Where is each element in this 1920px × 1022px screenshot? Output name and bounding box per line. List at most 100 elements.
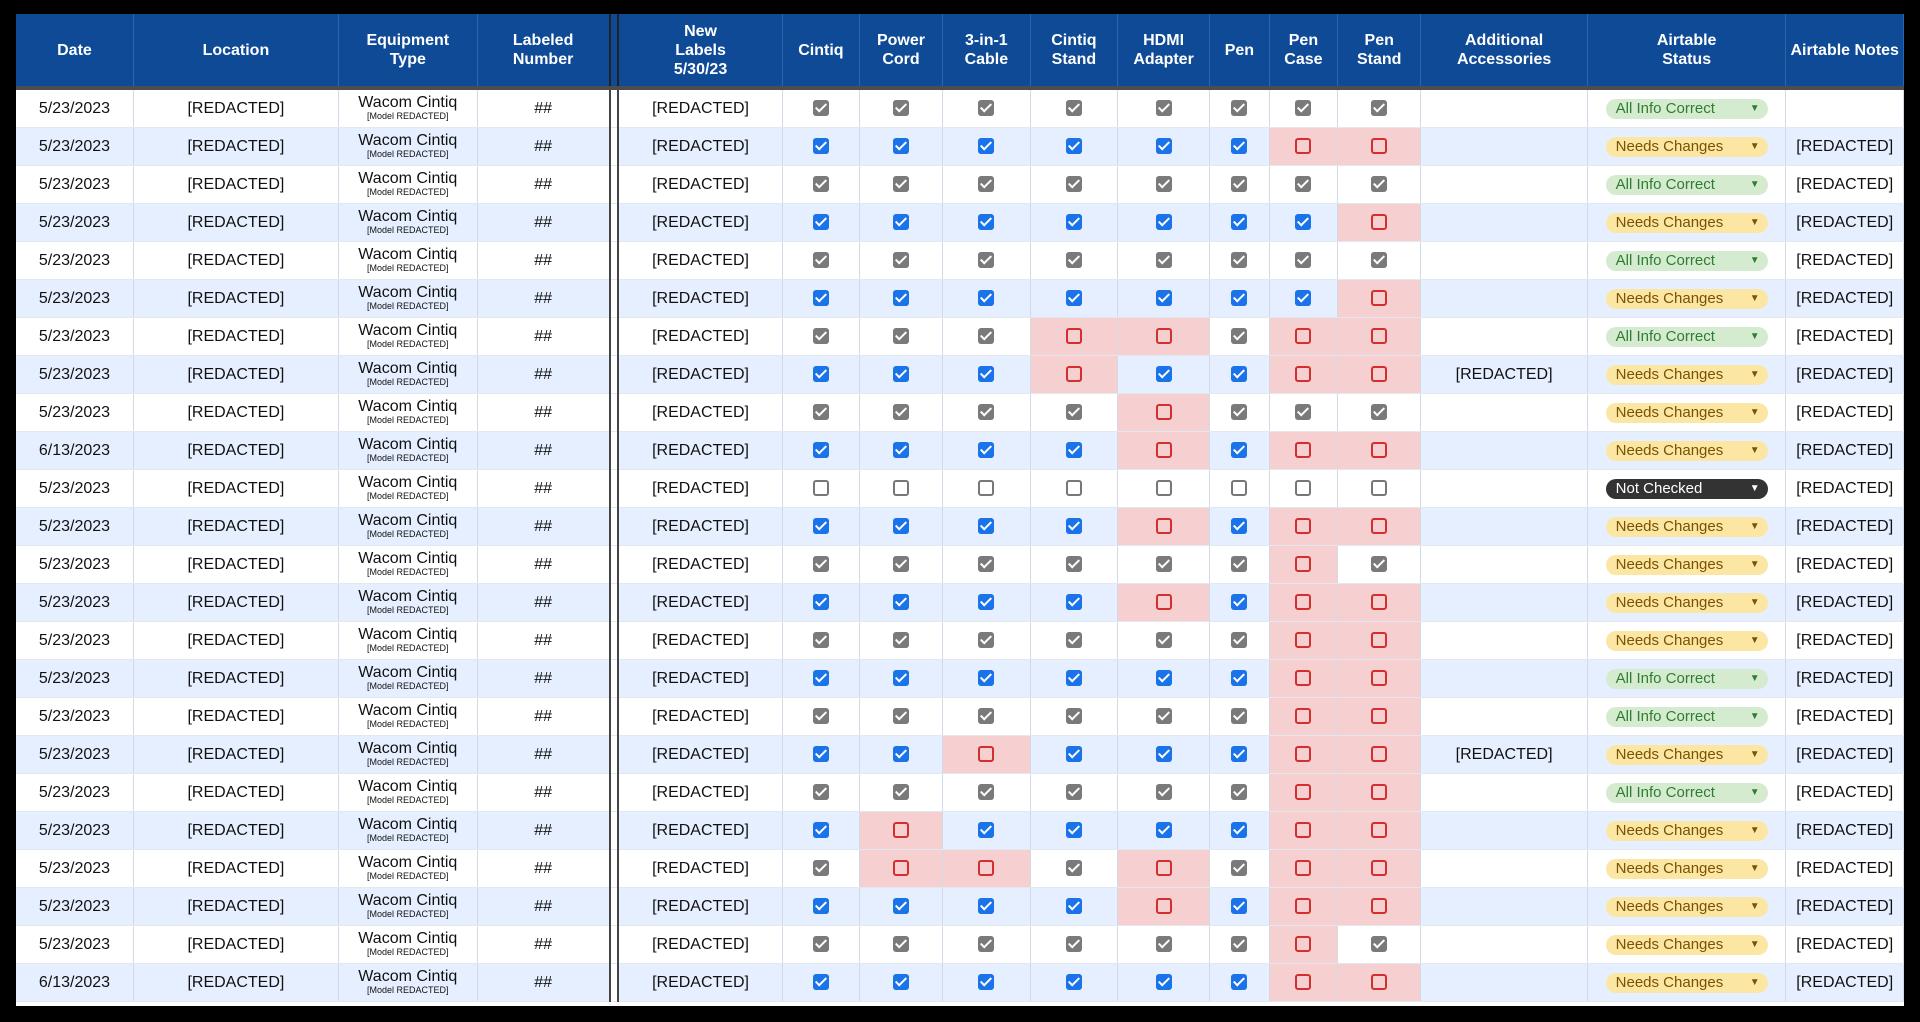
date-cell[interactable]: 6/13/2023 (16, 963, 134, 1002)
new-label-cell[interactable]: [REDACTED] (618, 583, 783, 622)
notes-cell[interactable]: [REDACTED] (1785, 279, 1904, 318)
missing-checkbox-icon[interactable] (1295, 632, 1312, 649)
checked-checkbox-icon[interactable] (892, 138, 909, 155)
checked-checkbox-icon[interactable] (812, 746, 829, 763)
new-label-cell[interactable]: [REDACTED] (618, 735, 783, 774)
accessories-cell[interactable]: [REDACTED] (1420, 355, 1588, 394)
missing-checkbox-icon[interactable] (1295, 518, 1312, 535)
checked-checkbox-icon[interactable] (1231, 936, 1248, 953)
notes-cell[interactable]: [REDACTED] (1785, 621, 1904, 660)
new-label-cell[interactable]: [REDACTED] (618, 469, 783, 508)
status-dropdown[interactable]: All Info Correct ▼ (1605, 174, 1768, 195)
equipment-cell[interactable]: Wacom Cintiq [Model REDACTED] (338, 241, 478, 280)
accessories-cell[interactable] (1420, 545, 1588, 584)
checked-checkbox-icon[interactable] (1065, 594, 1082, 611)
new-label-cell[interactable]: [REDACTED] (618, 165, 783, 204)
checked-checkbox-icon[interactable] (978, 252, 995, 269)
checked-checkbox-icon[interactable] (1065, 974, 1082, 991)
missing-checkbox-icon[interactable] (1371, 974, 1388, 991)
accessories-cell[interactable] (1420, 773, 1588, 812)
location-cell[interactable]: [REDACTED] (133, 355, 339, 394)
accessories-cell[interactable] (1420, 697, 1588, 736)
accessories-cell[interactable] (1420, 621, 1588, 660)
accessories-cell[interactable] (1420, 887, 1588, 926)
notes-cell[interactable]: [REDACTED] (1785, 697, 1904, 736)
missing-checkbox-icon[interactable] (978, 860, 995, 877)
checked-checkbox-icon[interactable] (1155, 176, 1172, 193)
labeled-number-cell[interactable]: ## (477, 165, 611, 204)
checked-checkbox-icon[interactable] (1155, 138, 1172, 155)
checked-checkbox-icon[interactable] (978, 404, 995, 421)
date-cell[interactable]: 5/23/2023 (16, 88, 134, 128)
checked-checkbox-icon[interactable] (812, 594, 829, 611)
checked-checkbox-icon[interactable] (812, 784, 829, 801)
notes-cell[interactable]: [REDACTED] (1785, 241, 1904, 280)
checked-checkbox-icon[interactable] (1371, 556, 1388, 573)
equipment-cell[interactable]: Wacom Cintiq [Model REDACTED] (338, 355, 478, 394)
date-cell[interactable]: 5/23/2023 (16, 773, 134, 812)
labeled-number-cell[interactable]: ## (477, 849, 611, 888)
location-cell[interactable]: [REDACTED] (133, 279, 339, 318)
location-cell[interactable]: [REDACTED] (133, 811, 339, 850)
checked-checkbox-icon[interactable] (892, 632, 909, 649)
checked-checkbox-icon[interactable] (978, 138, 995, 155)
missing-checkbox-icon[interactable] (1295, 898, 1312, 915)
checked-checkbox-icon[interactable] (978, 100, 995, 117)
checked-checkbox-icon[interactable] (892, 442, 909, 459)
checked-checkbox-icon[interactable] (1231, 518, 1248, 535)
status-dropdown[interactable]: Needs Changes ▼ (1605, 516, 1768, 537)
equipment-cell[interactable]: Wacom Cintiq [Model REDACTED] (338, 735, 478, 774)
date-cell[interactable]: 5/23/2023 (16, 545, 134, 584)
checked-checkbox-icon[interactable] (1065, 214, 1082, 231)
checked-checkbox-icon[interactable] (1155, 632, 1172, 649)
checked-checkbox-icon[interactable] (1065, 898, 1082, 915)
checked-checkbox-icon[interactable] (1065, 176, 1082, 193)
new-label-cell[interactable]: [REDACTED] (618, 697, 783, 736)
missing-checkbox-icon[interactable] (1371, 632, 1388, 649)
notes-cell[interactable]: [REDACTED] (1785, 165, 1904, 204)
checked-checkbox-icon[interactable] (1155, 556, 1172, 573)
checked-checkbox-icon[interactable] (978, 632, 995, 649)
location-cell[interactable]: [REDACTED] (133, 621, 339, 660)
new-label-cell[interactable]: [REDACTED] (618, 963, 783, 1002)
status-dropdown[interactable]: Needs Changes ▼ (1605, 858, 1768, 879)
missing-checkbox-icon[interactable] (1295, 708, 1312, 725)
missing-checkbox-icon[interactable] (1295, 366, 1312, 383)
location-cell[interactable]: [REDACTED] (133, 925, 339, 964)
unchecked-checkbox-icon[interactable] (1231, 480, 1248, 497)
checked-checkbox-icon[interactable] (1065, 442, 1082, 459)
checked-checkbox-icon[interactable] (812, 100, 829, 117)
location-cell[interactable]: [REDACTED] (133, 203, 339, 242)
labeled-number-cell[interactable]: ## (477, 279, 611, 318)
missing-checkbox-icon[interactable] (1295, 442, 1312, 459)
unchecked-checkbox-icon[interactable] (1155, 480, 1172, 497)
checked-checkbox-icon[interactable] (1371, 176, 1388, 193)
checked-checkbox-icon[interactable] (892, 252, 909, 269)
date-cell[interactable]: 5/23/2023 (16, 811, 134, 850)
missing-checkbox-icon[interactable] (1155, 328, 1172, 345)
location-cell[interactable]: [REDACTED] (133, 697, 339, 736)
notes-cell[interactable]: [REDACTED] (1785, 317, 1904, 356)
accessories-cell[interactable] (1420, 469, 1588, 508)
checked-checkbox-icon[interactable] (812, 176, 829, 193)
missing-checkbox-icon[interactable] (892, 822, 909, 839)
checked-checkbox-icon[interactable] (978, 518, 995, 535)
checked-checkbox-icon[interactable] (978, 594, 995, 611)
missing-checkbox-icon[interactable] (1155, 594, 1172, 611)
checked-checkbox-icon[interactable] (1295, 290, 1312, 307)
new-label-cell[interactable]: [REDACTED] (618, 431, 783, 470)
new-label-cell[interactable]: [REDACTED] (618, 203, 783, 242)
checked-checkbox-icon[interactable] (978, 708, 995, 725)
date-cell[interactable]: 5/23/2023 (16, 887, 134, 926)
checked-checkbox-icon[interactable] (1155, 708, 1172, 725)
missing-checkbox-icon[interactable] (1295, 746, 1312, 763)
accessories-cell[interactable] (1420, 583, 1588, 622)
checked-checkbox-icon[interactable] (812, 252, 829, 269)
labeled-number-cell[interactable]: ## (477, 317, 611, 356)
checked-checkbox-icon[interactable] (892, 898, 909, 915)
missing-checkbox-icon[interactable] (1371, 328, 1388, 345)
checked-checkbox-icon[interactable] (978, 670, 995, 687)
status-dropdown[interactable]: Needs Changes ▼ (1605, 972, 1768, 993)
new-label-cell[interactable]: [REDACTED] (618, 773, 783, 812)
missing-checkbox-icon[interactable] (1295, 328, 1312, 345)
